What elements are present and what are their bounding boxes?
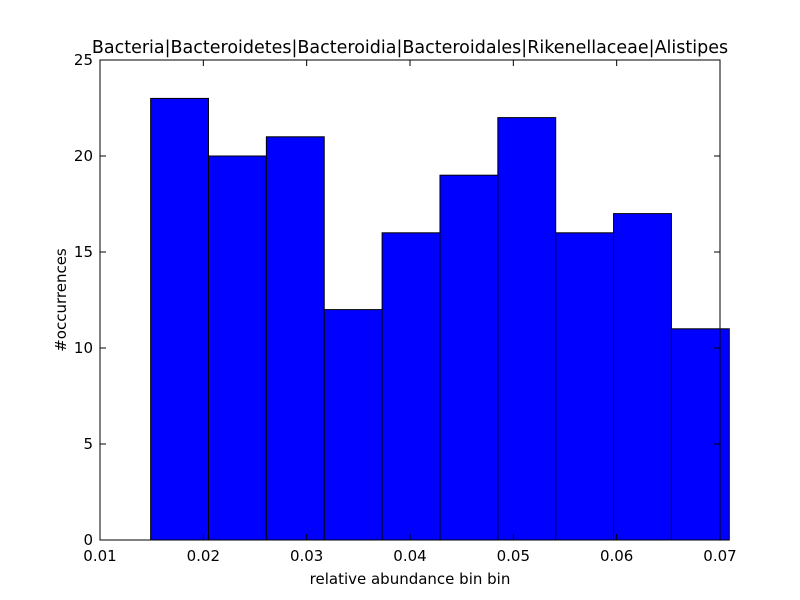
y-tick-label-2: 5 [83, 435, 93, 453]
x-tick-label-7: 0.07 [703, 547, 736, 565]
x-tick-label-6: 0.06 [600, 547, 633, 565]
y-tick-label-6: 25 [74, 51, 93, 69]
bar-9 [613, 213, 672, 541]
x-tick-label-4: 0.04 [393, 547, 426, 565]
bar-4 [323, 309, 383, 541]
bar-1 [150, 97, 209, 541]
x-tick-label-1: 0.01 [83, 547, 116, 565]
x-tick-label-2: 0.02 [187, 547, 220, 565]
chart-title: Bacteria|Bacteroidetes|Bacteroidia|Bacte… [92, 38, 728, 58]
y-tick-label-5: 20 [74, 147, 93, 165]
ticks-group: 0.01 0.02 0.03 0.04 0.05 0.06 0.07 0 5 10 15 20 25 [74, 51, 737, 565]
bar-3 [265, 136, 325, 541]
bar-5 [381, 232, 441, 541]
y-tick-label-3: 10 [74, 339, 93, 357]
bar-8 [555, 232, 615, 541]
bar-2 [208, 155, 267, 541]
bar-6 [439, 174, 499, 541]
y-tick-label-4: 15 [74, 243, 93, 261]
bar-7 [497, 117, 557, 541]
x-tick-label-5: 0.05 [497, 547, 530, 565]
y-tick-label-1: 0 [83, 531, 93, 549]
bar-10 [670, 328, 730, 541]
x-axis-label: relative abundance bin bin [310, 570, 511, 588]
bars-group [150, 97, 730, 541]
y-axis-label: #occurrences [52, 248, 70, 352]
x-tick-label-3: 0.03 [290, 547, 323, 565]
